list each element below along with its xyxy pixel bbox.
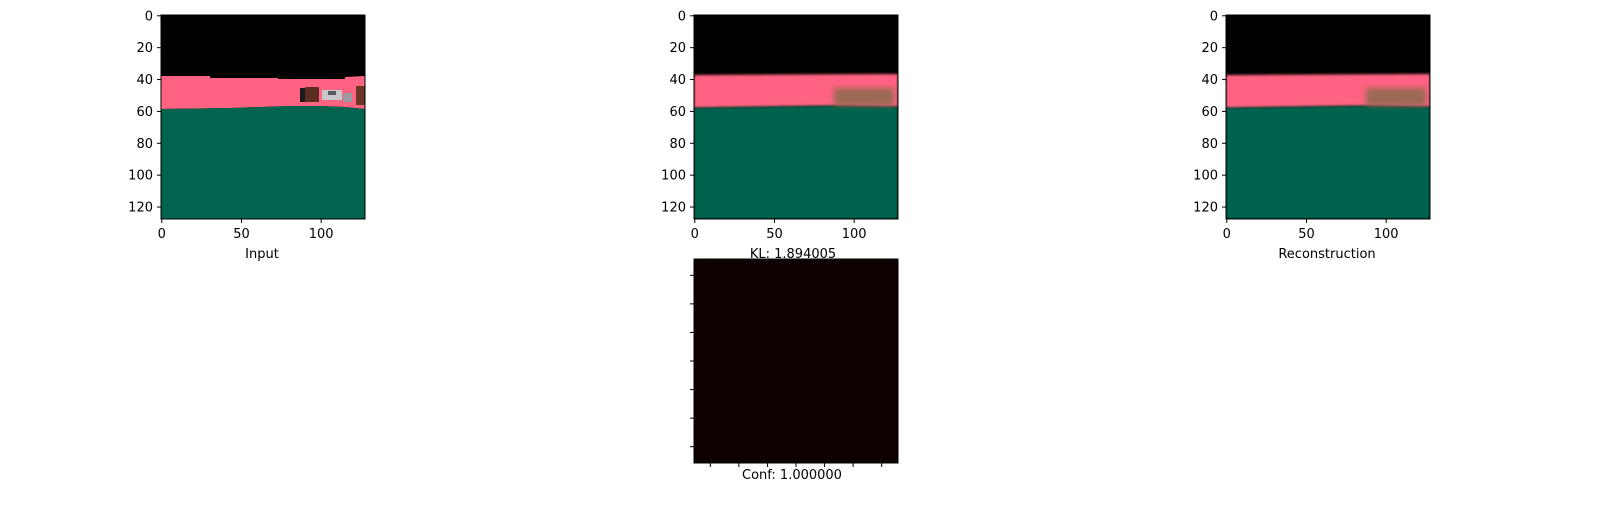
kl-y-tick-label: 60 — [669, 105, 686, 120]
confidence-panel: Conf: 1.000000 — [690, 258, 899, 483]
input-y-tick-label: 80 — [136, 137, 153, 152]
reconstruction-y-tick-label: 20 — [1201, 41, 1218, 56]
input-y-axis: 0 20 40 60 80 100 120 — [128, 9, 161, 216]
input-y-tick-label: 120 — [128, 201, 153, 216]
kl-x-tick-label: 100 — [842, 227, 867, 242]
input-y-tick-label: 60 — [136, 105, 153, 120]
reconstruction-x-tick-label: 50 — [1298, 227, 1315, 242]
kl-y-tick-label: 80 — [669, 137, 686, 152]
reconstruction-y-tick-label: 60 — [1201, 105, 1218, 120]
kl-image — [694, 15, 898, 219]
input-axes-frame — [160, 14, 366, 220]
kl-blur-patch — [834, 88, 894, 106]
reconstruction-x-axis: 0 50 100 — [1223, 219, 1399, 242]
input-image — [161, 15, 365, 219]
kl-label: KL: 1.894005 — [750, 247, 836, 262]
input-label: Input — [245, 247, 279, 262]
input-panel: 0 20 40 60 80 100 120 0 50 100 Input — [128, 9, 366, 262]
confidence-label: Conf: 1.000000 — [742, 468, 842, 483]
input-small-object — [343, 93, 352, 102]
input-y-tick-label: 100 — [128, 169, 153, 184]
reconstruction-y-tick-label: 100 — [1193, 169, 1218, 184]
reconstruction-label: Reconstruction — [1278, 247, 1375, 262]
reconstruction-y-tick-label: 80 — [1201, 137, 1218, 152]
kl-x-tick-label: 0 — [691, 227, 699, 242]
input-x-axis: 0 50 100 — [158, 219, 334, 242]
input-y-tick-label: 0 — [145, 9, 153, 24]
input-x-tick-label: 50 — [233, 227, 250, 242]
input-car-window — [328, 91, 336, 95]
input-dark-object — [300, 88, 306, 102]
reconstruction-image — [1226, 15, 1430, 219]
kl-teal-ground — [694, 106, 898, 219]
kl-x-tick-label: 50 — [766, 227, 783, 242]
kl-y-tick-label: 100 — [661, 169, 686, 184]
reconstruction-x-tick-label: 0 — [1223, 227, 1231, 242]
kl-y-tick-label: 40 — [669, 73, 686, 88]
reconstruction-blur-patch — [1366, 88, 1426, 106]
reconstruction-axes-frame — [1225, 14, 1431, 220]
kl-y-axis: 0 20 40 60 80 100 120 — [661, 9, 694, 216]
reconstruction-y-tick-label: 120 — [1193, 201, 1218, 216]
confidence-ticks — [690, 274, 883, 467]
reconstruction-y-axis: 0 20 40 60 80 100 120 — [1193, 9, 1226, 216]
reconstruction-y-tick-label: 0 — [1210, 9, 1218, 24]
input-x-tick-label: 100 — [309, 227, 334, 242]
input-teal-ground — [161, 106, 365, 219]
input-y-tick-label: 20 — [136, 41, 153, 56]
reconstruction-teal-ground — [1226, 106, 1430, 219]
kl-y-tick-label: 20 — [669, 41, 686, 56]
kl-y-tick-label: 0 — [678, 9, 686, 24]
reconstruction-panel: 0 20 40 60 80 100 120 0 50 100 Reconstruction — [1193, 9, 1431, 262]
reconstruction-x-tick-label: 100 — [1374, 227, 1399, 242]
reconstruction-y-tick-label: 40 — [1201, 73, 1218, 88]
kl-y-tick-label: 120 — [661, 201, 686, 216]
input-y-tick-label: 40 — [136, 73, 153, 88]
input-brown-object — [305, 87, 319, 102]
kl-panel: 0 20 40 60 80 100 120 0 50 100 — [661, 9, 899, 242]
kl-x-axis: 0 50 100 — [691, 219, 867, 242]
confidence-map — [694, 259, 898, 463]
input-x-tick-label: 0 — [158, 227, 166, 242]
input-right-object — [356, 86, 365, 105]
kl-axes-frame — [693, 14, 899, 220]
